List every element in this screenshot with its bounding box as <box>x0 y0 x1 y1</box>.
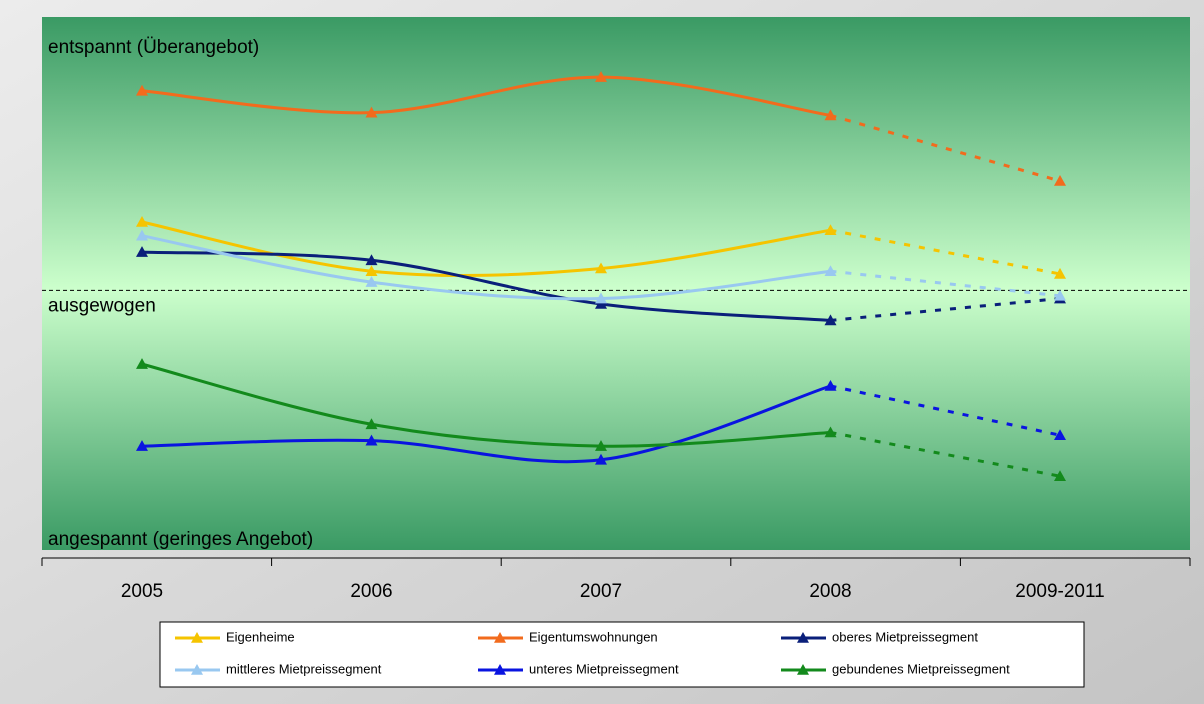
point-marker <box>365 276 378 287</box>
point-marker <box>365 106 378 118</box>
series-line <box>141 384 831 464</box>
point-marker <box>595 440 607 451</box>
point-marker <box>824 426 837 438</box>
legend <box>159 621 1085 688</box>
legend-label: gebundenes Mietpreissegment <box>832 661 1010 676</box>
forecast-line <box>830 297 1061 322</box>
legend-label: Eigentumswohnungen <box>529 629 658 644</box>
forecast-line <box>830 113 1061 183</box>
point-marker <box>824 314 837 326</box>
forecast-line <box>830 228 1061 276</box>
legend-label: oberes Mietpreissegment <box>832 629 978 644</box>
point-marker <box>824 380 837 391</box>
point-marker <box>365 418 378 430</box>
reference-label: ausgewogen <box>48 295 156 316</box>
series-line <box>141 362 831 448</box>
forecast-line <box>830 430 1061 478</box>
point-marker <box>136 358 148 369</box>
point-marker <box>595 262 607 274</box>
legend-marker <box>494 632 506 643</box>
x-tick-label: 2008 <box>809 581 851 602</box>
forecast-line <box>830 384 1061 437</box>
forecast-line <box>830 269 1061 298</box>
point-marker <box>365 254 378 266</box>
point-marker <box>136 246 148 257</box>
x-tick-label: 2005 <box>121 581 163 602</box>
series-line <box>141 250 831 322</box>
legend-label: mittleres Mietpreissegment <box>226 661 382 676</box>
series-line <box>141 234 831 301</box>
legend-marker <box>191 632 203 643</box>
legend-label: Eigenheime <box>226 629 295 644</box>
point-marker <box>595 298 607 309</box>
series-line <box>141 220 831 278</box>
point-marker <box>1054 267 1066 279</box>
x-tick-label: 2007 <box>580 581 622 602</box>
point-marker <box>365 265 378 276</box>
point-marker <box>595 71 607 82</box>
point-marker <box>824 109 837 121</box>
point-marker <box>1054 289 1066 301</box>
series-line <box>141 75 831 117</box>
legend-marker <box>797 664 809 675</box>
annotation-top: entspannt (Überangebot) <box>48 37 259 58</box>
legend-marker <box>797 632 809 643</box>
point-marker <box>136 216 148 227</box>
point-marker <box>136 229 148 241</box>
point-marker <box>1054 429 1066 440</box>
point-marker <box>1054 175 1066 186</box>
point-marker <box>136 440 148 451</box>
point-marker <box>595 453 607 465</box>
plot-area <box>42 17 1190 550</box>
point-marker <box>1054 470 1066 481</box>
legend-marker <box>494 664 506 675</box>
point-marker <box>595 292 607 304</box>
point-marker <box>365 434 378 446</box>
point-marker <box>824 224 837 235</box>
legend-label: unteres Mietpreissegment <box>529 661 679 676</box>
point-marker <box>136 84 148 96</box>
x-tick-label: 2009-2011 <box>1015 581 1104 602</box>
x-tick-label: 2006 <box>350 581 392 602</box>
point-marker <box>824 265 837 276</box>
annotation-bottom: angespannt (geringes Angebot) <box>48 529 313 550</box>
legend-marker <box>191 664 203 675</box>
